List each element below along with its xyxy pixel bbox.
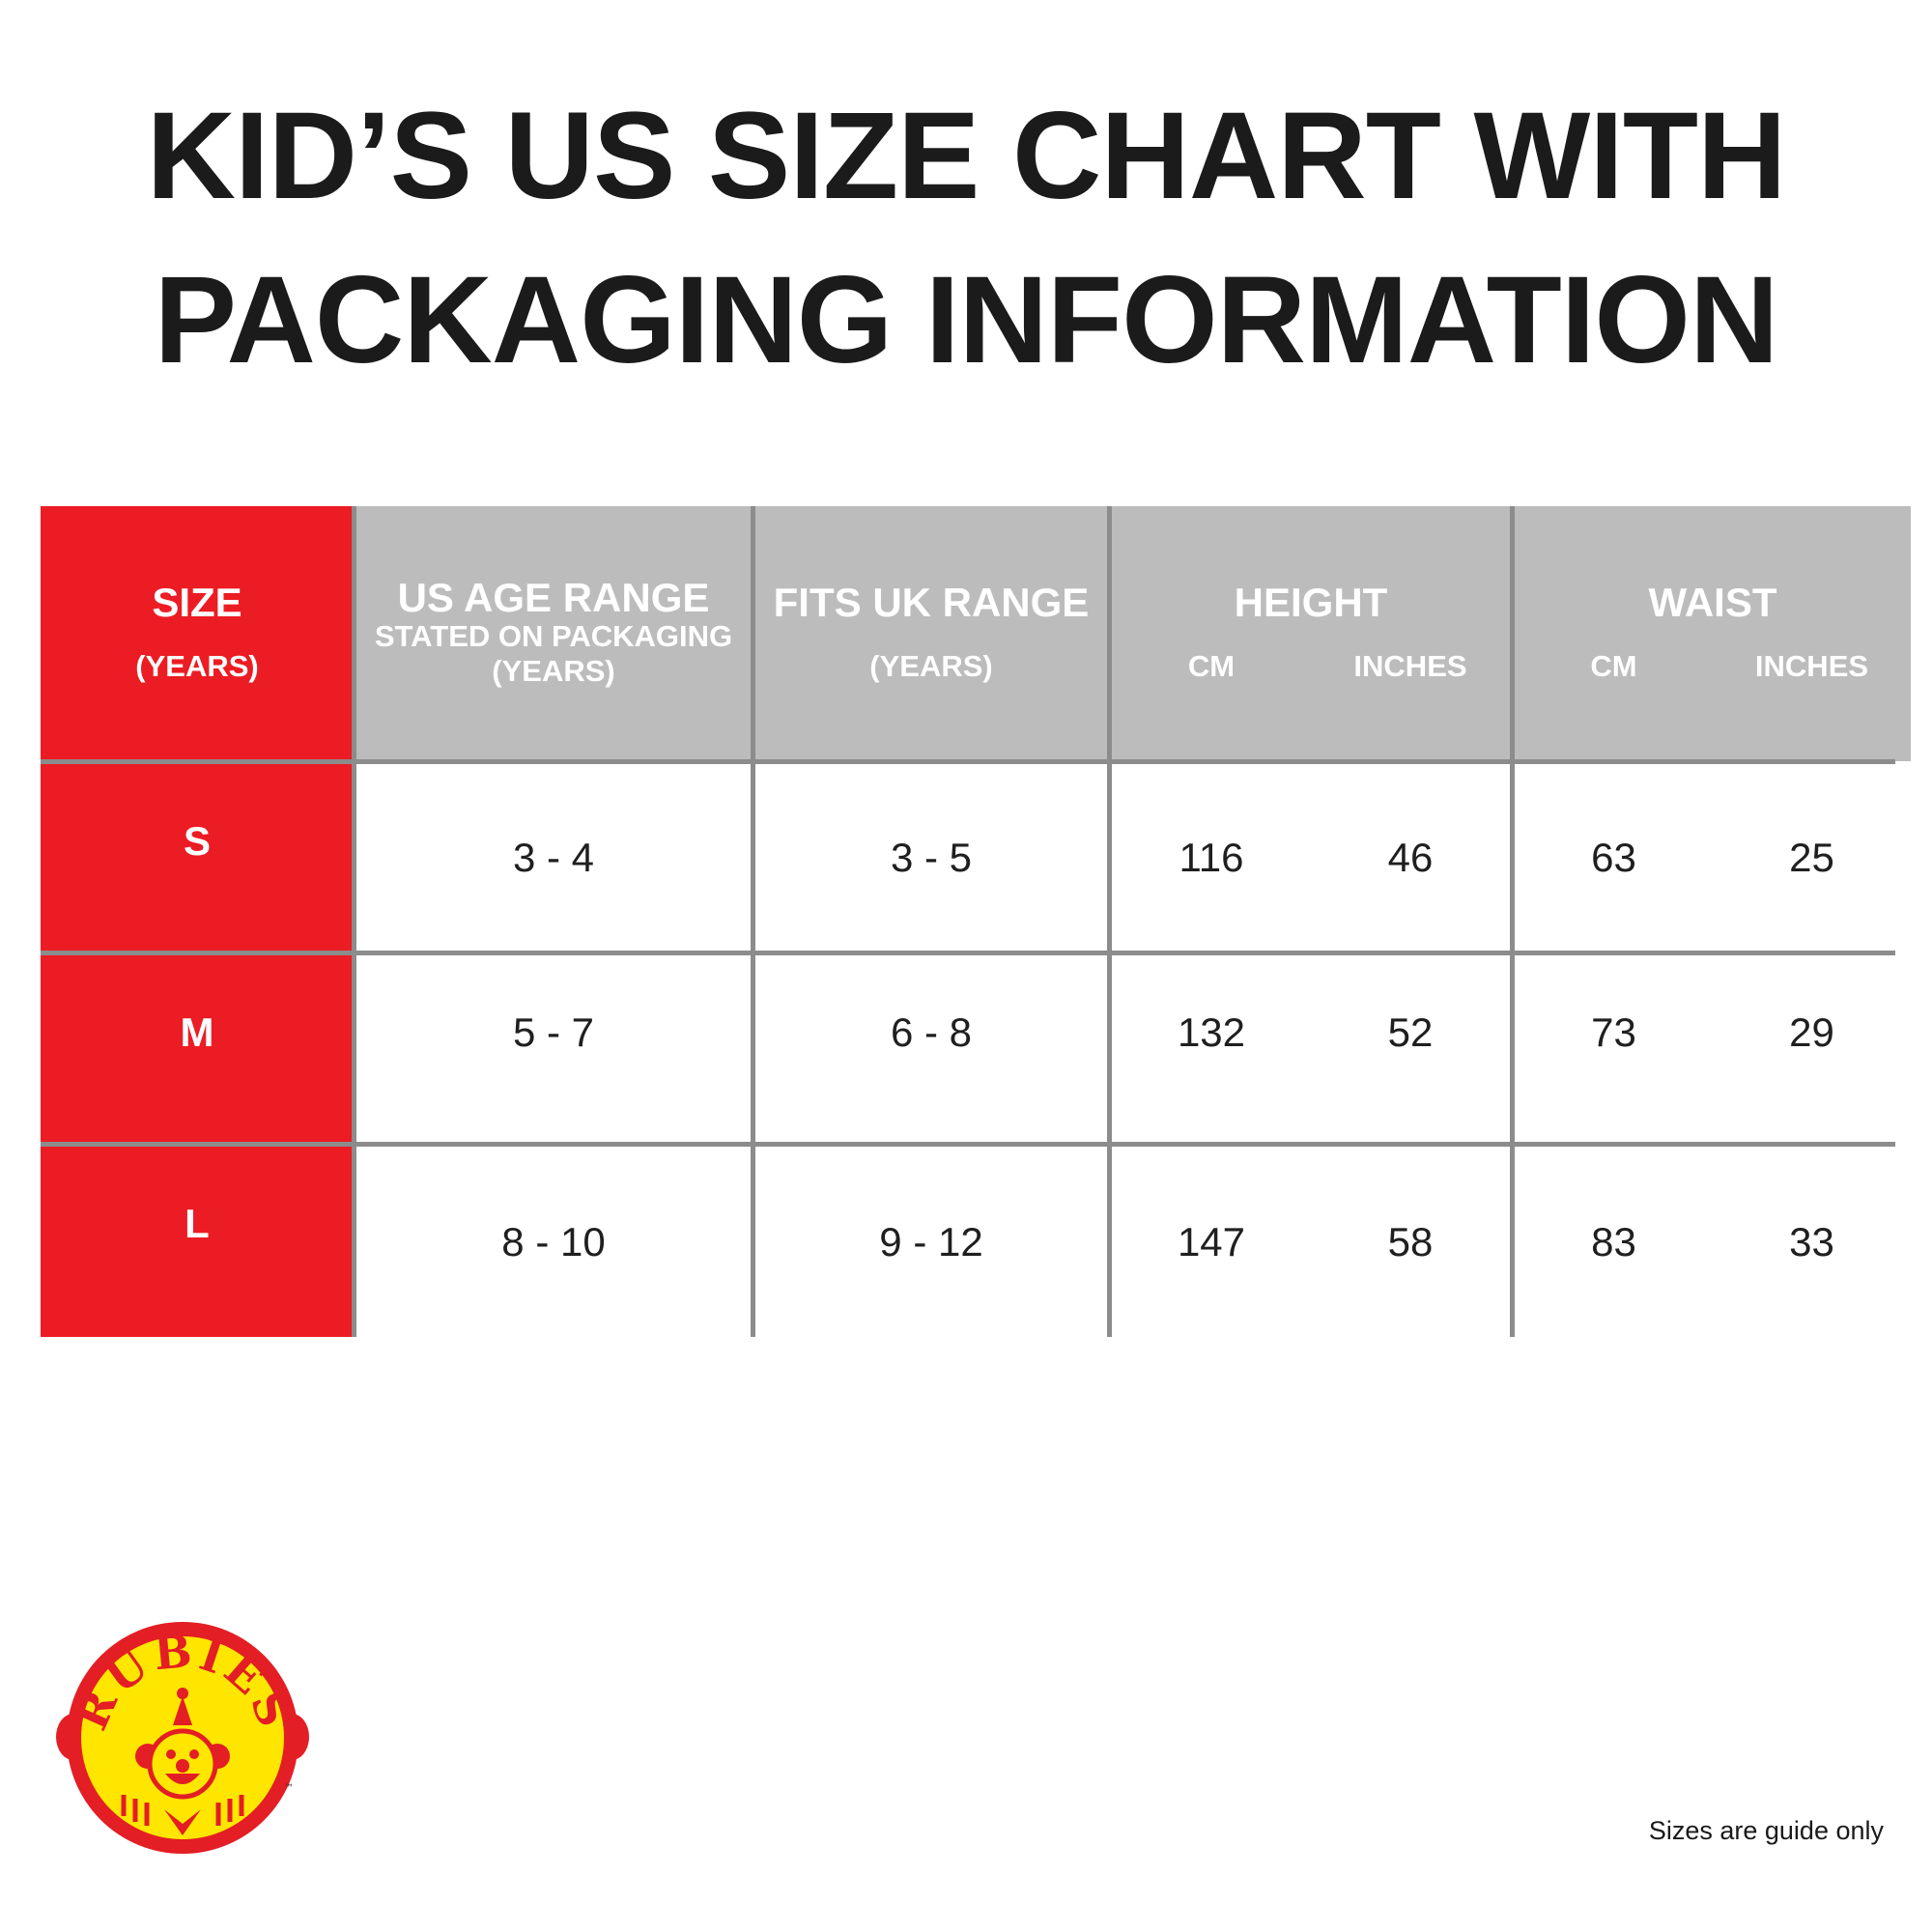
header-size-unit: (YEARS)	[135, 649, 259, 684]
us-age-cell: 5 - 7	[512, 1009, 595, 1055]
size-cell-l: L	[41, 1147, 354, 1301]
height-inches-cell: 58	[1387, 1218, 1434, 1264]
column-divider	[751, 506, 755, 1337]
header-waist-label: WAIST	[1648, 580, 1777, 626]
trademark-mark: ™	[284, 1783, 294, 1794]
header-size: SIZE (YEARS)	[41, 506, 354, 759]
row-divider	[41, 759, 1895, 764]
header-us-age-label: US AGE RANGE	[397, 575, 710, 621]
uk-range-cell: 6 - 8	[890, 1009, 973, 1055]
header-height: HEIGHT CM INCHES	[1112, 506, 1510, 759]
clown-face-icon: RUBIES ™	[56, 1622, 309, 1854]
waist-inches-cell: 29	[1789, 1009, 1834, 1055]
us-age-cell: 3 - 4	[512, 834, 595, 880]
header-uk-range: FITS UK RANGE (YEARS)	[755, 506, 1107, 759]
size-cell-m: M	[41, 955, 354, 1110]
row-divider	[41, 1142, 1895, 1147]
size-column	[41, 506, 354, 1337]
row-divider	[41, 951, 1895, 955]
header-waist-cm: CM	[1590, 649, 1637, 684]
column-divider	[1510, 506, 1515, 1337]
header-height-cm: CM	[1187, 649, 1236, 684]
waist-cm-cell: 63	[1591, 834, 1636, 880]
waist-cm-cell: 83	[1591, 1218, 1636, 1264]
column-divider	[352, 506, 356, 1337]
header-size-label: SIZE	[152, 580, 242, 626]
size-label: L	[185, 1201, 210, 1246]
header-uk-range-label: FITS UK RANGE	[773, 580, 1090, 626]
size-label: M	[180, 1009, 214, 1055]
rubies-logo: RUBIES ™	[56, 1611, 309, 1864]
height-cm-cell: 147	[1177, 1218, 1246, 1264]
height-cm-cell: 116	[1179, 834, 1244, 880]
header-waist: WAIST CM INCHES	[1515, 506, 1911, 759]
column-divider	[1107, 506, 1112, 1337]
uk-range-cell: 3 - 5	[890, 834, 973, 880]
size-cell-s: S	[41, 764, 354, 919]
uk-range-cell: 9 - 12	[879, 1218, 983, 1264]
chart-title-line-2: PACKAGING INFORMATION	[154, 251, 1779, 389]
header-us-age-unit: (YEARS)	[492, 654, 615, 689]
chart-title-line-1: KID’S US SIZE CHART WITH	[146, 87, 1787, 225]
header-height-inches: INCHES	[1353, 649, 1467, 684]
header-band	[354, 506, 1911, 761]
header-us-age: US AGE RANGE STATED ON PACKAGING (YEARS)	[356, 506, 751, 759]
header-uk-range-unit: (YEARS)	[869, 649, 993, 684]
header-height-label: HEIGHT	[1234, 580, 1388, 626]
height-cm-cell: 132	[1177, 1009, 1246, 1055]
sizes-disclaimer: Sizes are guide only	[1648, 1816, 1884, 1845]
size-chart-table: SIZE (YEARS) US AGE RANGE STATED ON PACK…	[41, 506, 1911, 1337]
height-inches-cell: 52	[1387, 1009, 1434, 1055]
waist-cm-cell: 73	[1591, 1009, 1636, 1055]
height-inches-cell: 46	[1387, 834, 1434, 880]
us-age-cell: 8 - 10	[501, 1218, 606, 1264]
waist-inches-cell: 25	[1789, 834, 1834, 880]
size-label: S	[183, 818, 211, 864]
header-us-age-sub: STATED ON PACKAGING	[374, 619, 733, 654]
waist-inches-cell: 33	[1789, 1218, 1834, 1264]
header-waist-inches: INCHES	[1754, 649, 1869, 684]
